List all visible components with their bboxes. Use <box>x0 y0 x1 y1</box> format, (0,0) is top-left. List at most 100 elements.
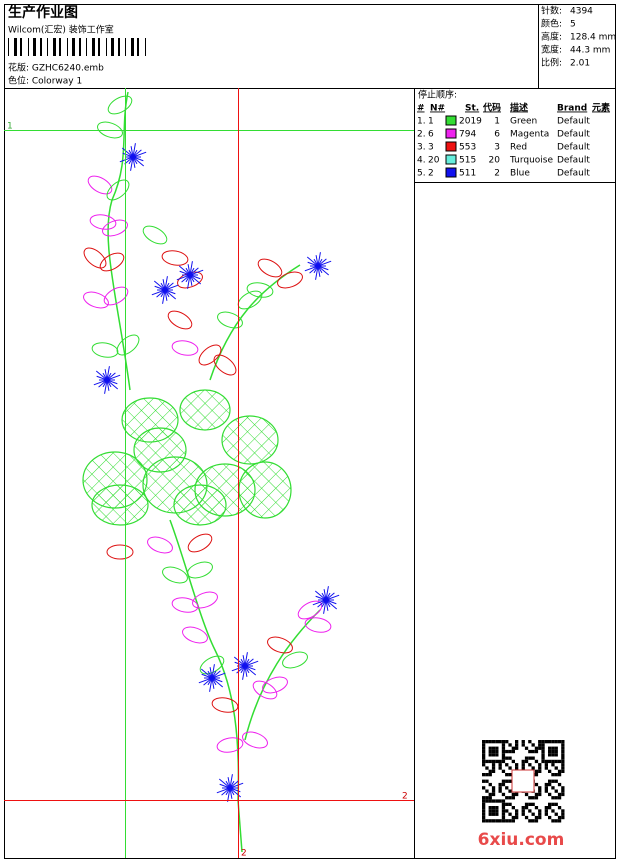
qr-module <box>491 812 496 816</box>
qr-module <box>482 802 486 806</box>
qr-module <box>505 763 509 767</box>
qr-module <box>505 773 509 777</box>
star-stitch <box>315 595 327 601</box>
qr-module <box>557 792 562 797</box>
qr-module <box>554 773 558 777</box>
star-stitch <box>211 672 226 679</box>
qr-module <box>561 812 565 816</box>
bar <box>72 38 75 56</box>
leaf <box>216 737 244 753</box>
qr-module <box>482 806 486 810</box>
star-stitch <box>211 677 223 683</box>
qr-module <box>524 759 529 764</box>
qr-module <box>498 759 502 764</box>
qr-module <box>538 769 542 773</box>
qr-module <box>515 743 519 747</box>
star-stitch <box>130 146 134 158</box>
qr-module <box>528 796 532 800</box>
code: 6 <box>494 130 500 140</box>
leaf <box>282 651 308 669</box>
qr-module <box>508 802 512 806</box>
qr-module <box>521 806 525 810</box>
qr-module <box>538 786 542 790</box>
star-stitch <box>211 670 221 679</box>
qr-module <box>505 779 509 783</box>
qr-module <box>515 809 519 813</box>
qr-module <box>561 753 565 757</box>
bar <box>59 38 61 56</box>
qr-module <box>511 796 515 800</box>
qr-module <box>505 802 509 806</box>
qr-module <box>508 796 512 800</box>
qr-module <box>557 740 562 744</box>
qr-module <box>498 789 502 793</box>
code: 1 <box>494 117 500 127</box>
star-stitch <box>221 787 231 796</box>
leaf <box>99 252 125 272</box>
qr-module <box>554 746 558 750</box>
petal-fill <box>133 427 187 473</box>
description: Red <box>510 143 527 153</box>
qr-module <box>482 815 486 820</box>
column-header: 代码 <box>482 102 501 114</box>
qr-module <box>548 779 552 783</box>
stitches: 794 <box>459 130 476 140</box>
qr-module <box>541 746 545 750</box>
qr-module <box>491 753 496 757</box>
qr-module <box>561 759 565 764</box>
leaf <box>182 626 208 644</box>
bar <box>14 38 17 56</box>
qr-module <box>495 759 499 764</box>
column-header: Brand <box>557 104 587 114</box>
star-stitch <box>317 258 327 267</box>
qr-module <box>524 806 529 810</box>
column-header: 描述 <box>510 102 528 114</box>
star-stitch <box>209 667 213 679</box>
qr-module <box>561 749 565 754</box>
qr-module <box>485 773 489 777</box>
qr-module <box>531 819 535 823</box>
qr-module <box>501 759 506 764</box>
star-stitch <box>317 599 327 608</box>
star-stitch <box>187 274 191 289</box>
brand: Default <box>557 143 590 153</box>
qr-module <box>538 763 542 767</box>
qr-module <box>488 740 492 744</box>
info-value: 44.3 mm <box>570 46 610 56</box>
petal-fill <box>221 415 279 465</box>
qr-module <box>551 763 555 767</box>
qr-module <box>534 792 539 797</box>
star-stitch <box>312 599 327 606</box>
qr-module <box>491 809 496 813</box>
star-stitch <box>200 668 213 679</box>
qr-module <box>531 743 535 747</box>
petal-fill <box>173 484 227 526</box>
qr-module <box>538 740 542 744</box>
qr-module <box>482 773 486 777</box>
qr-module <box>491 799 496 803</box>
brand: Default <box>557 156 590 166</box>
qr-module <box>557 796 562 800</box>
leaf <box>107 95 133 115</box>
design-file: 花版: GZHC6240.emb <box>8 62 104 74</box>
star-stitch <box>93 379 108 386</box>
qr-module <box>498 819 502 823</box>
color-swatch <box>445 128 457 139</box>
qr-module <box>511 815 515 820</box>
qr-module <box>544 809 548 813</box>
star-stitch <box>122 152 134 158</box>
qr-module <box>534 815 539 820</box>
petal-fill <box>179 389 231 431</box>
qr-module <box>521 763 525 767</box>
qr-module <box>557 815 562 820</box>
leaf <box>242 731 268 749</box>
info-label: 针数: <box>541 5 562 17</box>
leaf <box>187 561 213 579</box>
star-stitch <box>227 777 231 789</box>
qr-module <box>495 809 499 813</box>
qr-module <box>501 743 506 747</box>
leaf <box>102 219 128 237</box>
column-header: 元素 <box>592 102 610 114</box>
qr-module <box>491 806 496 810</box>
star-stitch <box>98 379 108 388</box>
